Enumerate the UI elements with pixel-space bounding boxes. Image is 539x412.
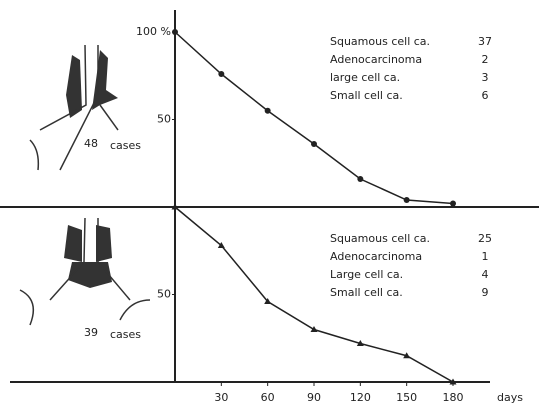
x-tick-label: 150	[396, 391, 417, 404]
histology-name: large cell ca.	[330, 71, 400, 84]
marker	[264, 298, 272, 304]
histology-count: 4	[482, 268, 489, 281]
marker	[356, 340, 364, 346]
airway-drawing-bottom	[19, 217, 151, 326]
histology-count: 25	[478, 232, 492, 245]
case-unit: cases	[110, 328, 141, 341]
marker	[264, 107, 271, 114]
x-tick-label: 30	[214, 391, 228, 404]
x-tick-label: 180	[443, 391, 464, 404]
marker	[450, 200, 456, 207]
marker	[403, 197, 410, 203]
histology-name: Squamous cell ca.	[330, 35, 430, 48]
x-tick-label: 90	[307, 391, 321, 404]
marker	[218, 71, 225, 77]
case-count: 39	[84, 326, 98, 339]
histology-name: Small cell ca.	[330, 286, 403, 299]
x-tick-label: 120	[350, 391, 371, 404]
case-count: 48	[84, 137, 98, 150]
histology-name: Small cell ca.	[330, 89, 403, 102]
histology-name: Large cell ca.	[330, 268, 403, 281]
histology-count: 6	[482, 89, 489, 102]
airway-drawing-top	[29, 44, 119, 171]
case-unit: cases	[110, 139, 141, 152]
marker	[357, 176, 364, 182]
x-axis-label: days	[497, 391, 523, 404]
histology-count: 2	[482, 53, 489, 66]
histology-count: 1	[482, 250, 489, 263]
marker	[171, 203, 179, 210]
histology-name: Adenocarcinoma	[330, 53, 422, 66]
histology-count: 9	[482, 286, 489, 299]
y-tick-label: 50	[157, 113, 171, 126]
marker	[172, 29, 178, 35]
marker	[217, 242, 225, 248]
marker	[403, 352, 411, 359]
marker	[449, 378, 457, 385]
marker	[311, 141, 317, 147]
x-tick-label: 60	[261, 391, 275, 404]
y-tick-label: 50	[157, 288, 171, 301]
histology-count: 37	[478, 35, 492, 48]
histology-name: Adenocarcinoma	[330, 250, 422, 263]
histology-count: 3	[482, 71, 489, 84]
y-tick-label: 100 %	[136, 25, 171, 38]
histology-name: Squamous cell ca.	[330, 232, 430, 245]
marker	[310, 326, 318, 332]
